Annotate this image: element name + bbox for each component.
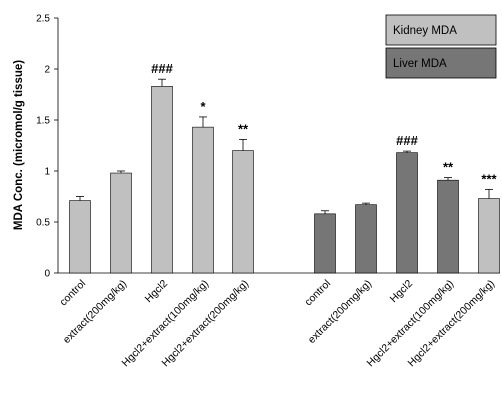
category-label: control bbox=[57, 278, 88, 309]
bar bbox=[314, 213, 336, 274]
legend-item-kidney: Kidney MDA bbox=[385, 14, 497, 46]
y-tick-label: 1.5 bbox=[36, 116, 50, 127]
bar bbox=[110, 172, 132, 274]
significance-marker: ** bbox=[238, 121, 249, 136]
bar bbox=[192, 126, 214, 274]
y-tick-label: 2 bbox=[44, 65, 50, 76]
bar bbox=[69, 200, 91, 274]
significance-marker: *** bbox=[481, 171, 497, 186]
y-tick-label: 0 bbox=[44, 269, 50, 280]
legend-swatch-kidney bbox=[385, 14, 497, 46]
category-label: Hgcl2+extract(200mg/kg) bbox=[405, 278, 497, 370]
significance-marker: * bbox=[200, 99, 206, 114]
legend-swatch-liver bbox=[385, 47, 497, 79]
legend-item-liver: Liver MDA bbox=[385, 47, 497, 79]
bars: ###***###***** bbox=[69, 61, 500, 274]
y-axis-label: MDA Conc. (micromol/g tissue) bbox=[13, 60, 25, 230]
legend-label-liver: Liver MDA bbox=[393, 58, 447, 70]
bar bbox=[437, 179, 459, 274]
legend-label-kidney: Kidney MDA bbox=[393, 25, 457, 37]
bar bbox=[355, 204, 377, 274]
significance-marker: ### bbox=[396, 133, 418, 148]
bar bbox=[232, 150, 254, 274]
bar bbox=[478, 198, 500, 274]
bar bbox=[151, 86, 173, 274]
bar bbox=[396, 152, 418, 274]
category-label: Hgcl2 bbox=[143, 278, 171, 306]
y-tick-label: 0.5 bbox=[36, 218, 50, 229]
significance-marker: ### bbox=[151, 61, 173, 76]
legend: Kidney MDA Liver MDA bbox=[385, 14, 497, 79]
significance-marker: ** bbox=[443, 160, 454, 175]
y-tick-label: 1 bbox=[44, 167, 50, 178]
category-label: Hgcl2 bbox=[388, 278, 416, 306]
category-label: control bbox=[302, 278, 333, 309]
y-tick-label: 2.5 bbox=[36, 14, 50, 25]
